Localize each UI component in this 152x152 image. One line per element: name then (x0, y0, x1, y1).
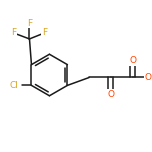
Text: F: F (27, 19, 32, 28)
Text: O: O (145, 73, 152, 82)
Text: Cl: Cl (9, 81, 18, 90)
Text: O: O (107, 90, 114, 99)
Text: F: F (42, 28, 47, 38)
Text: O: O (129, 56, 136, 65)
Text: F: F (11, 28, 16, 38)
